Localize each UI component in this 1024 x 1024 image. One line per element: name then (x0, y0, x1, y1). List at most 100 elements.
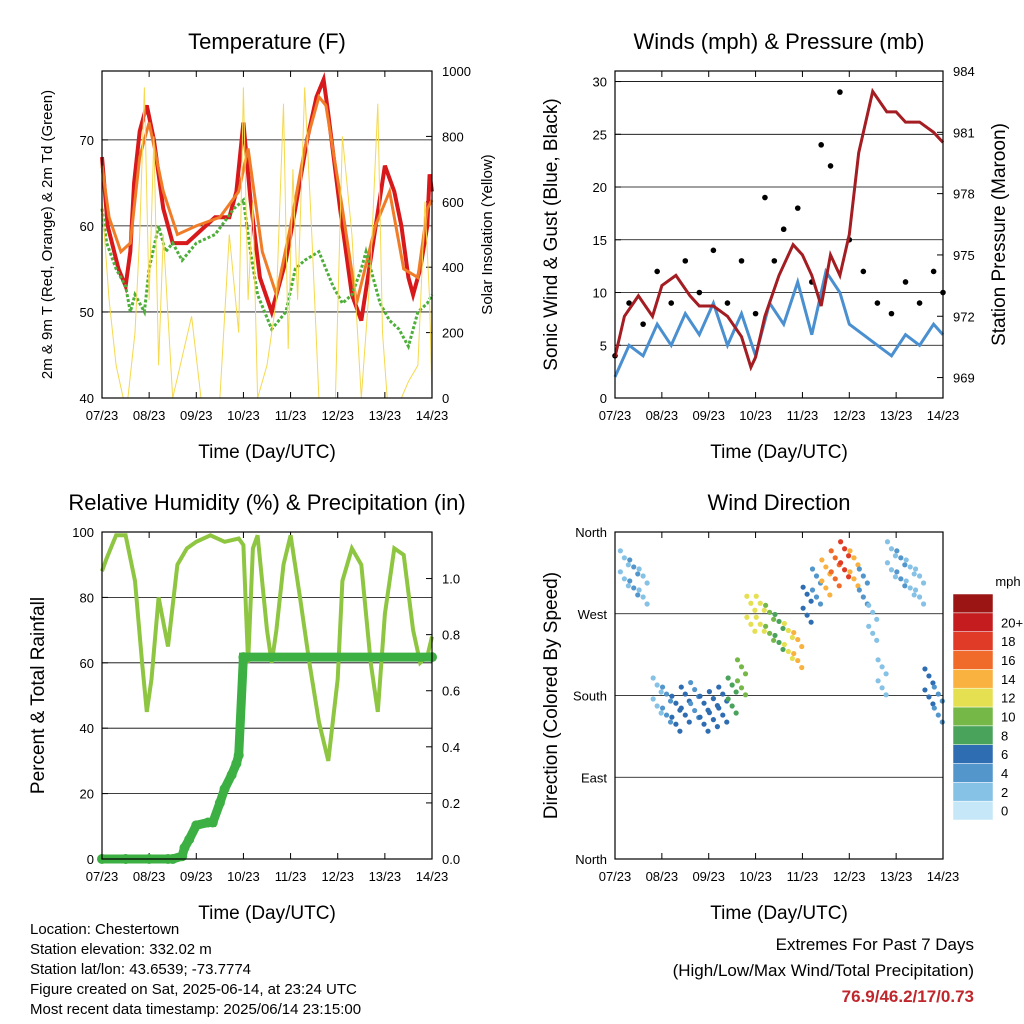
gust-point (710, 247, 717, 254)
direction-point (931, 705, 937, 711)
direction-point (734, 657, 741, 663)
y-tick-label: East (581, 770, 607, 785)
direction-point (860, 573, 866, 579)
direction-point (748, 621, 754, 627)
y2-tick-label: 400 (442, 260, 464, 275)
x-tick-label: 13/23 (880, 408, 913, 423)
direction-point (617, 548, 623, 554)
x-tick-label: 11/23 (275, 408, 307, 423)
direction-point (744, 593, 750, 599)
direction-point (884, 539, 891, 545)
direction-point (738, 664, 745, 670)
direction-point (627, 557, 633, 563)
direction-point (838, 560, 844, 566)
direction-point (870, 630, 876, 636)
gust-point (696, 289, 703, 296)
direction-point (738, 685, 745, 691)
direction-point (753, 593, 759, 599)
direction-point (789, 634, 795, 641)
direction-point (636, 566, 642, 572)
y2-tick-label: 0 (442, 391, 449, 406)
y-tick-label: 25 (593, 127, 607, 142)
direction-point (720, 691, 726, 697)
direction-point (939, 698, 945, 704)
direction-point (710, 717, 717, 723)
direction-point (874, 616, 880, 622)
colorbar-label: 6 (1001, 747, 1008, 762)
direction-point (621, 555, 627, 561)
x-tick-label: 13/23 (369, 869, 402, 884)
direction-point (819, 578, 825, 584)
extremes-box: Extremes For Past 7 Days (High/Low/Max W… (673, 932, 974, 1010)
direction-point (673, 721, 679, 727)
pressure-line (613, 87, 945, 372)
direction-point (785, 627, 791, 634)
direction-point (677, 728, 683, 734)
direction-point (866, 623, 872, 629)
colorbar-swatch (952, 763, 994, 783)
direction-point (838, 539, 844, 545)
y-tick-label: 100 (72, 525, 94, 540)
direction-point (926, 694, 932, 700)
direction-point (725, 675, 731, 681)
direction-point (828, 548, 834, 554)
direction-point (752, 607, 758, 613)
gust-point (916, 300, 923, 306)
chart-title: Winds (mph) & Pressure (mb) (634, 29, 925, 54)
x-axis-label: Time (Day/UTC) (710, 903, 848, 924)
temp9m-line (100, 93, 434, 304)
direction-point (903, 578, 909, 584)
colorbar-swatch (952, 782, 994, 802)
direction-point (631, 585, 637, 591)
colorbar-label: 18 (1001, 634, 1015, 649)
y-tick-label: 70 (80, 133, 94, 148)
direction-point (621, 576, 627, 582)
colorbar-swatch (952, 744, 994, 764)
gust-point (724, 300, 731, 306)
direction-point (851, 576, 857, 582)
direction-point (879, 664, 885, 670)
direction-point (791, 629, 797, 636)
gust-point (794, 205, 801, 211)
recent-data-text: Most recent data timestamp: 2025/06/14 2… (30, 1001, 362, 1018)
direction-point (733, 710, 739, 716)
station-info: Location: Chestertown Station elevation:… (30, 920, 361, 1020)
direction-point (813, 573, 820, 579)
colorbar-label: 14 (1001, 672, 1015, 687)
direction-point (688, 700, 694, 707)
direction-point (697, 714, 703, 720)
direction-point (903, 557, 909, 563)
direction-point (920, 601, 927, 607)
direction-point (851, 555, 857, 561)
y2-tick-label: 600 (442, 195, 464, 210)
direction-point (763, 602, 769, 608)
direction-point (892, 553, 899, 559)
x-tick-label: 12/23 (833, 869, 866, 884)
direction-point (617, 569, 623, 575)
y2-tick-label: 978 (953, 187, 975, 202)
gust-point (626, 300, 632, 306)
direction-point (875, 678, 881, 684)
direction-point (912, 566, 919, 572)
colorbar-label: 4 (1001, 766, 1008, 781)
x-axis-label: Time (Day/UTC) (710, 442, 848, 463)
direction-point (888, 546, 895, 552)
y-tick-label: 5 (600, 338, 607, 353)
gust-point (738, 258, 745, 264)
direction-point (935, 691, 941, 697)
direction-point (725, 696, 731, 702)
x-tick-label: 10/23 (227, 869, 260, 884)
direction-point (809, 566, 816, 572)
direction-point (733, 689, 739, 695)
direction-point (650, 675, 656, 681)
direction-point (883, 671, 889, 677)
direction-point (692, 686, 698, 693)
direction-point (625, 583, 631, 589)
direction-point (912, 587, 919, 593)
direction-point (744, 614, 750, 620)
direction-point (757, 600, 763, 606)
y-tick-label: 60 (80, 219, 94, 234)
y2-tick-label: 0.6 (442, 684, 460, 699)
direction-point (772, 611, 778, 618)
